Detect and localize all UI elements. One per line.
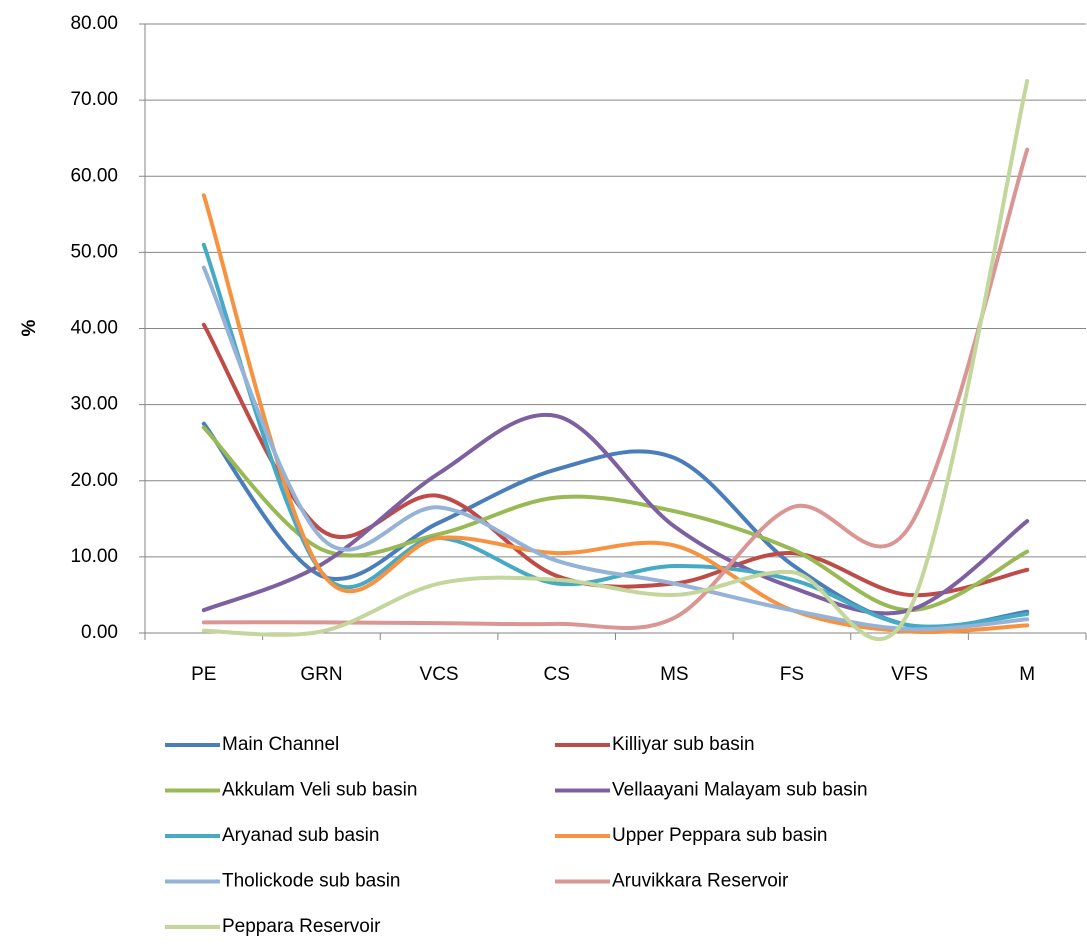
x-tick-label: PE	[191, 664, 216, 685]
y-tick-label: 20.00	[70, 470, 118, 491]
x-tick-label: VFS	[891, 664, 928, 685]
series-line	[201, 322, 1030, 598]
series-line	[201, 421, 1030, 630]
series-line	[201, 79, 1030, 642]
y-tick-label: 10.00	[70, 546, 118, 567]
x-tick-label: MS	[660, 664, 689, 685]
legend-label: Killiyar sub basin	[612, 734, 755, 755]
series-line	[201, 425, 1030, 613]
y-tick-label: 70.00	[70, 89, 118, 110]
y-tick-label: 40.00	[70, 318, 118, 339]
y-tick-label: 50.00	[70, 241, 118, 262]
y-tick-label: 0.00	[81, 622, 118, 643]
y-tick-label: 80.00	[70, 13, 118, 34]
x-tick-label: M	[1019, 664, 1035, 685]
x-tick-label: VCS	[420, 664, 459, 685]
series-line	[201, 265, 1030, 632]
x-tick-label: FS	[780, 664, 804, 685]
legend-label: Akkulam Veli sub basin	[222, 780, 417, 801]
legend-label: Vellaayani Malayam sub basin	[612, 780, 868, 801]
legend-label: Upper Peppara sub basin	[612, 825, 827, 846]
y-tick-label: 30.00	[70, 394, 118, 415]
legend-label: Peppara Reservoir	[222, 916, 381, 937]
legend-label: Tholickode sub basin	[222, 871, 401, 892]
y-axis-label: %	[19, 319, 40, 336]
series-line	[201, 242, 1030, 629]
legend-label: Aruvikkara Reservoir	[612, 871, 789, 892]
series-line	[201, 147, 1030, 631]
series-line	[201, 193, 1030, 634]
series-line	[201, 412, 1030, 616]
y-tick-label: 60.00	[70, 165, 118, 186]
legend-label: Main Channel	[222, 734, 339, 755]
legend-label: Aryanad sub basin	[222, 825, 379, 846]
x-tick-label: GRN	[300, 664, 342, 685]
x-tick-label: CS	[543, 664, 569, 685]
